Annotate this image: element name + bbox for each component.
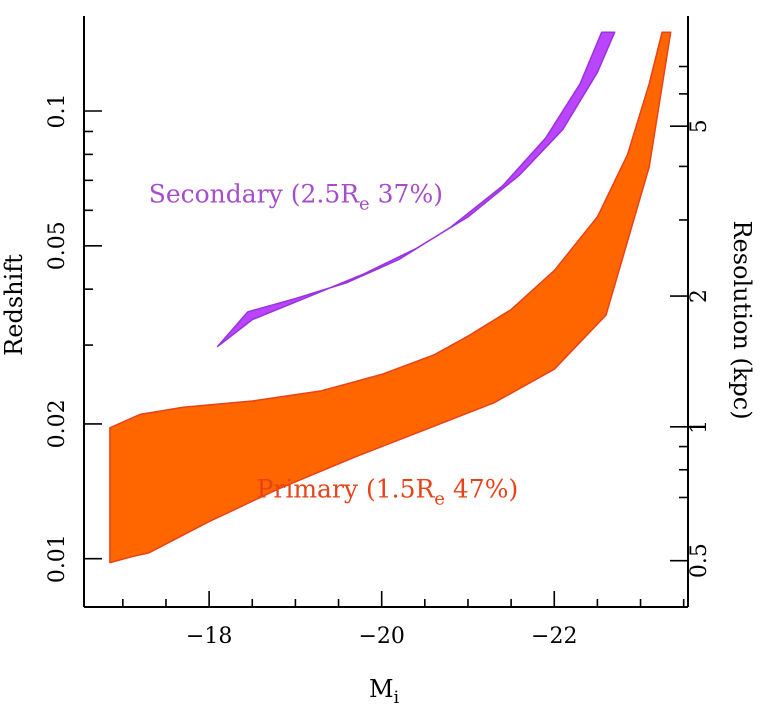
y-axis-label: Redshift <box>0 254 28 356</box>
series-label-primary: Primary (1.5Re 47%) <box>257 474 519 509</box>
x-tick-label: −20 <box>358 624 404 649</box>
series-area-secondary <box>216 31 616 348</box>
y-tick-label: 0.1 <box>45 94 70 129</box>
y2-tick-label: 2 <box>687 289 712 303</box>
tick-labels: −18 −20 −22 0.01 0.02 0.05 0.1 0.5 1 2 5 <box>45 94 712 650</box>
axes <box>83 16 689 608</box>
y-tick-label: 0.02 <box>45 399 70 448</box>
y2-tick-label: 5 <box>687 119 712 133</box>
series-labels: Primary (1.5Re 47%) Secondary (2.5Re 37%) <box>149 179 519 509</box>
y-tick-label: 0.01 <box>45 534 70 583</box>
ticks <box>84 65 688 607</box>
x-tick-label: −18 <box>186 624 232 649</box>
x-tick-label: −22 <box>531 624 577 649</box>
x-axis-label: Mi <box>369 675 400 708</box>
y2-axis-label: Resolution (kpc) <box>728 220 756 419</box>
series-areas <box>109 31 672 564</box>
series-area-primary <box>109 31 672 564</box>
y2-tick-label: 0.5 <box>687 543 712 578</box>
y-tick-label: 0.05 <box>45 221 70 270</box>
y2-tick-label: 1 <box>687 420 712 434</box>
series-label-secondary: Secondary (2.5Re 37%) <box>149 179 443 214</box>
